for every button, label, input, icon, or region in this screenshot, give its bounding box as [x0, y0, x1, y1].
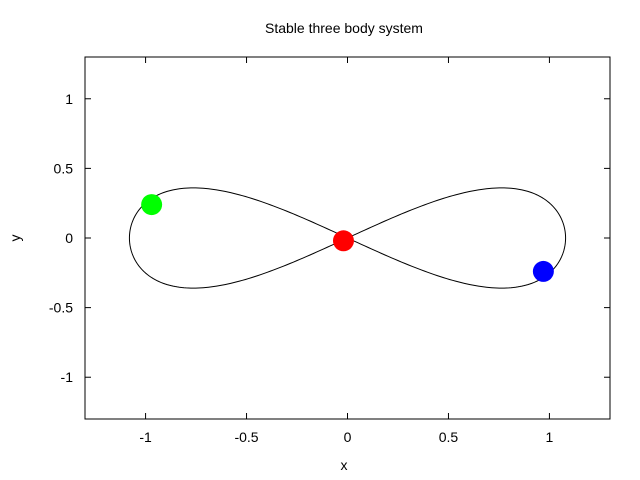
x-tick-label: 0 [344, 429, 352, 445]
x-tick-label: -0.5 [234, 429, 258, 445]
x-axis-label: x [341, 457, 348, 473]
y-tick-label: -0.5 [49, 300, 73, 316]
x-tick-label: -1 [139, 429, 152, 445]
y-tick-label: 0.5 [54, 160, 74, 176]
y-tick-labels: -1 -0.5 0 0.5 1 [49, 91, 73, 385]
x-tick-label: 1 [546, 429, 554, 445]
bodies-layer [141, 194, 554, 282]
body-point-1 [141, 194, 163, 216]
y-tick-label: -1 [61, 369, 74, 385]
body-point-3 [532, 260, 554, 282]
x-tick-labels: -1 -0.5 0 0.5 1 [139, 429, 553, 445]
orbit-trajectory [128, 187, 567, 289]
x-tick-label: 0.5 [439, 429, 459, 445]
y-tick-label: 0 [65, 230, 73, 246]
y-tick-label: 1 [65, 91, 73, 107]
chart-title: Stable three body system [265, 20, 423, 36]
body-point-2 [332, 230, 354, 252]
y-axis-label: y [7, 235, 23, 242]
axis-ticks [85, 57, 610, 419]
